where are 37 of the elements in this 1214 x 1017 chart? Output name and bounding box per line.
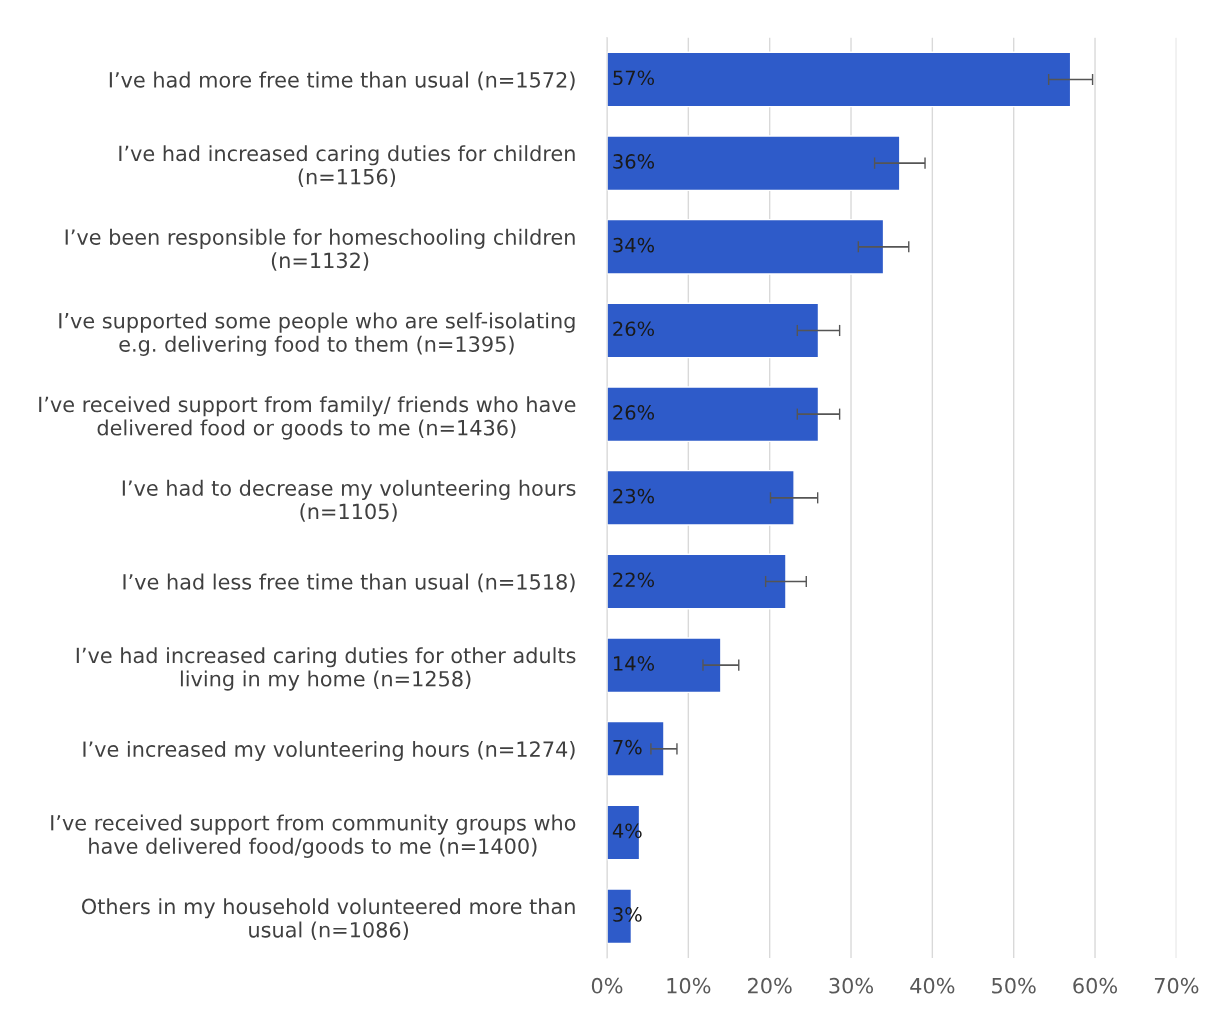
bar [607,553,787,610]
x-tick-label: 50% [992,977,1036,994]
y-tick-label: I’ve had more free time than usual (n=1572) [109,71,575,91]
data-label: 26% [613,321,655,337]
y-tick-label: I’ve had to decrease my volunteering hours (n=1105) [122,479,576,522]
data-label: 57% [613,70,655,86]
y-tick-label: I’ve had less free time than usual (n=1518) [123,573,575,593]
y-tick-label: I’ve had increased caring duties for children (n=1156) [119,145,575,188]
y-tick-label: I’ve received support from community groups who have delivered food/goods to me (n=1400) [51,814,576,858]
x-tick-label: 10% [667,977,711,994]
bar [607,469,795,526]
bar [607,51,1072,108]
y-tick-label: I’ve had increased caring duties for other adults living in my home (n=1258) [76,647,576,691]
data-label: 14% [614,656,655,671]
y-tick-label: I’ve received support from family/ friends who have delivered food or goods to me (n=1436) [39,396,576,440]
x-tick-label: 70% [1154,977,1199,994]
data-label: 7% [613,739,642,755]
data-label: 26% [613,405,655,420]
bar [607,386,820,443]
data-label: 23% [613,488,655,504]
x-tick-label: 30% [829,977,874,994]
x-tick-label: 40% [910,977,955,994]
y-tick-label: I’ve been responsible for homeschooling children (n=1132) [65,228,575,271]
x-tick-label: 20% [748,977,792,994]
bar [607,302,820,359]
data-label: 22% [613,572,655,588]
bar [607,720,665,777]
y-tick-label: Others in my household volunteered more than usual (n=1086) [81,898,575,941]
x-tick-label: 60% [1073,977,1118,994]
x-tick-label: 0% [591,977,623,994]
y-tick-label: I’ve supported some people who are self-isolating e.g. delivering food to them (n=1395) [59,312,575,356]
data-label: 36% [613,154,655,169]
bar [607,135,901,192]
bar [607,637,722,694]
y-tick-label: I’ve increased my volunteering hours (n=1274) [83,740,575,762]
bar [607,218,885,275]
data-label: 34% [613,237,655,253]
